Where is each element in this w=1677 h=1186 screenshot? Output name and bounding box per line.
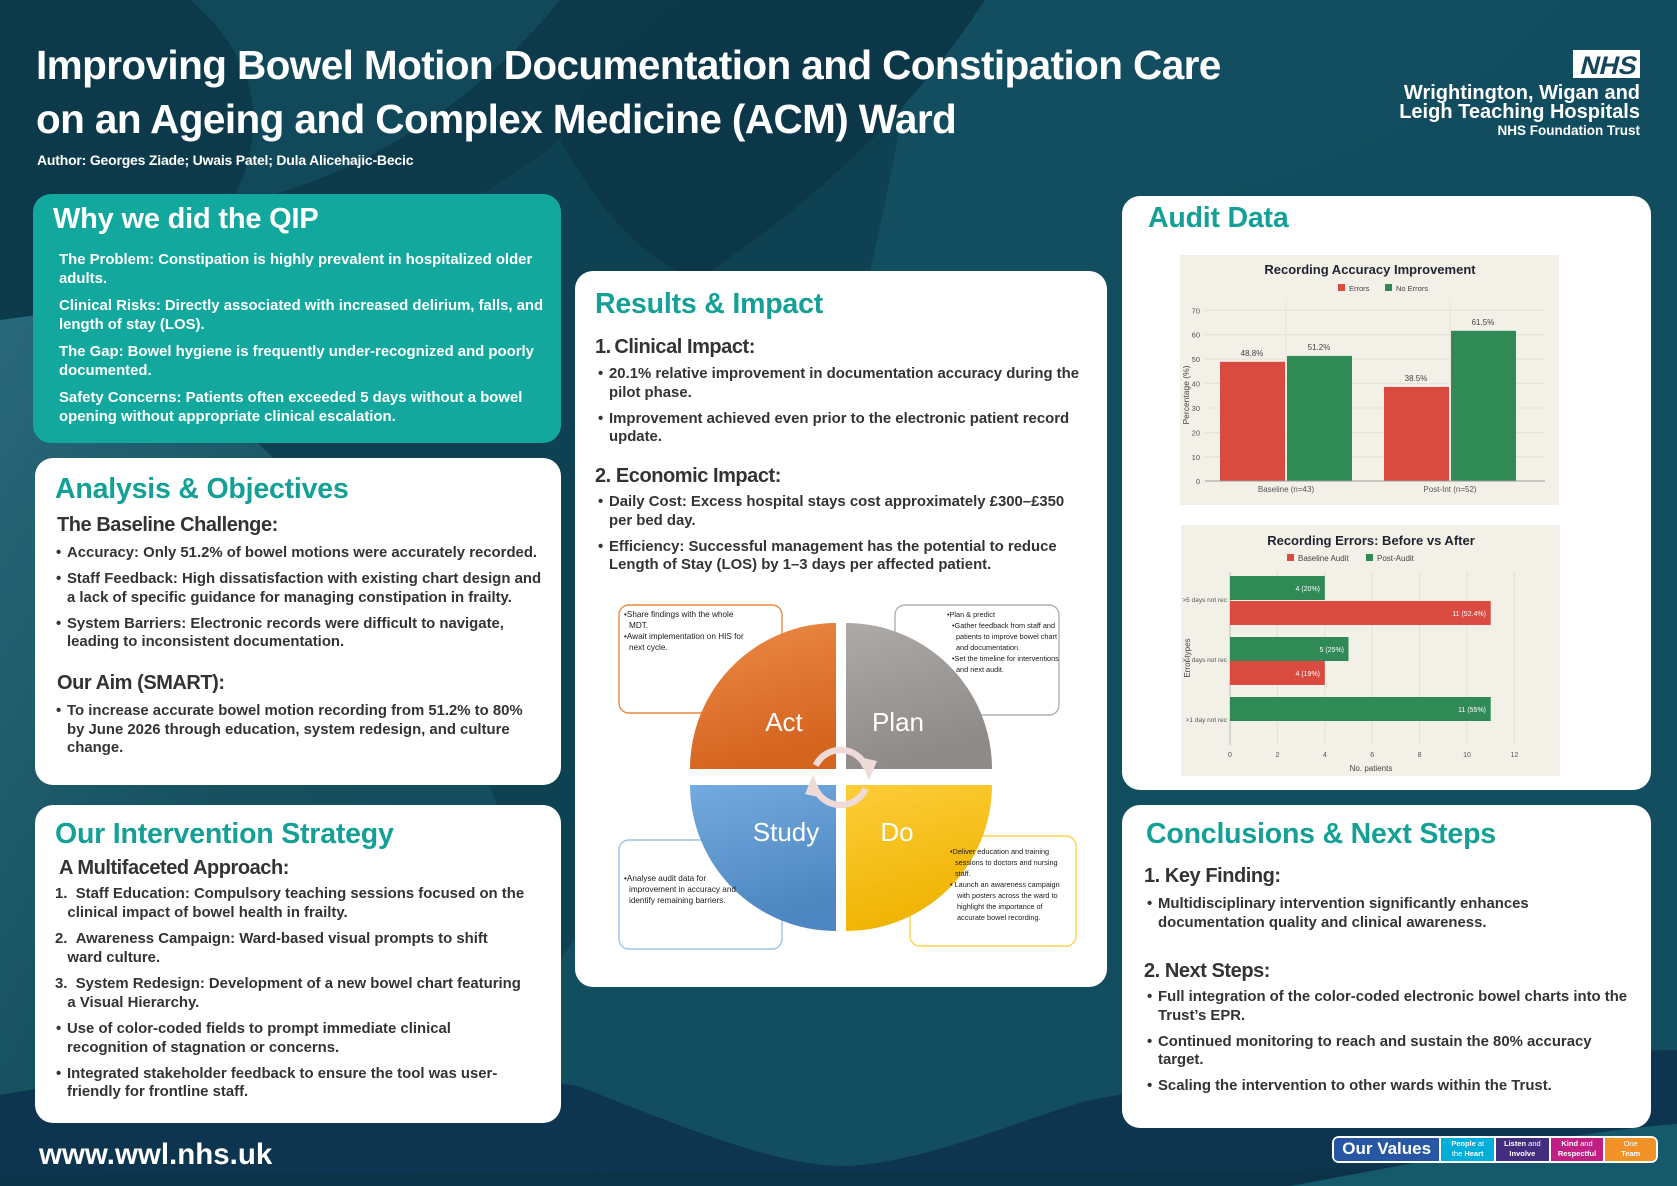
svg-text:Act: Act [765,707,803,737]
svg-text:Recording Accuracy Improvement: Recording Accuracy Improvement [1264,262,1476,277]
svg-text:5 (25%): 5 (25%) [1319,647,1344,654]
svg-text:50: 50 [1192,355,1200,364]
svg-text:NHS: NHS [1578,52,1640,78]
svg-text:next cycle.: next cycle. [629,643,668,652]
svg-text:No Errors: No Errors [1396,284,1428,293]
svg-text:Percentage (%): Percentage (%) [1181,365,1191,424]
svg-text:• Launch an awareness campaign: • Launch an awareness campaign [950,880,1060,889]
svg-text:Study: Study [753,817,820,847]
svg-text:12: 12 [1511,752,1519,759]
svg-text:38.5%: 38.5% [1405,374,1428,383]
svg-text:•Share findings with the whole: •Share findings with the whole [624,610,734,619]
svg-text:4 (20%): 4 (20%) [1295,586,1320,593]
svg-text:•Gather feedback from staff an: •Gather feedback from staff and [952,621,1055,630]
svg-text:>1 day not rec: >1 day not rec [1186,717,1228,724]
svg-text:0: 0 [1228,752,1232,759]
svg-text:51.2%: 51.2% [1308,343,1331,352]
svg-text:70: 70 [1192,306,1200,315]
svg-text:4: 4 [1323,752,1327,759]
svg-text:>5 days not rec: >5 days not rec [1182,597,1227,604]
svg-text:•Await implementation on HIS f: •Await implementation on HIS for [624,632,744,641]
svg-text:MDT.: MDT. [629,621,648,630]
svg-text:48.8%: 48.8% [1241,349,1264,358]
svg-text:•Set the timeline for interven: •Set the timeline for interventions [952,654,1059,663]
svg-text:6: 6 [1370,752,1374,759]
svg-text:10: 10 [1192,453,1200,462]
svg-text:Post-Audit: Post-Audit [1377,554,1415,563]
svg-text:2: 2 [1275,752,1279,759]
svg-text:11 (52.4%): 11 (52.4%) [1452,611,1486,618]
svg-text:0: 0 [1196,477,1200,486]
svg-text:Baseline Audit: Baseline Audit [1298,554,1349,563]
svg-text:Baseline (n=43): Baseline (n=43) [1258,485,1315,494]
svg-text:Errors: Errors [1349,284,1370,293]
svg-text:>3 days not rec: >3 days not rec [1182,657,1227,664]
svg-text:improvement in accuracy and: improvement in accuracy and [629,885,736,894]
svg-text:11 (55%): 11 (55%) [1458,707,1486,714]
svg-text:•Plan & predict: •Plan & predict [947,610,995,619]
svg-text:and documentation.: and documentation. [956,643,1020,652]
svg-text:60: 60 [1192,331,1200,340]
svg-text:highlight the importance of: highlight the importance of [957,902,1044,911]
svg-text:staff.: staff. [955,869,971,878]
svg-text:Do: Do [880,817,913,847]
svg-text:40: 40 [1192,380,1200,389]
svg-text:sessions to doctors and nursin: sessions to doctors and nursing [955,858,1058,867]
svg-text:8: 8 [1418,752,1422,759]
svg-text:•Deliver education and trainin: •Deliver education and training [950,847,1049,856]
svg-text:4 (19%): 4 (19%) [1295,671,1320,678]
svg-text:Error types: Error types [1183,638,1192,677]
svg-text:Recording Errors: Before vs Af: Recording Errors: Before vs After [1267,533,1475,548]
svg-text:61.5%: 61.5% [1472,318,1495,327]
svg-text:30: 30 [1192,404,1200,413]
svg-text:and next audit.: and next audit. [956,665,1004,674]
svg-text:20: 20 [1192,428,1200,437]
svg-text:patients to improve bowel char: patients to improve bowel chart [956,632,1057,641]
svg-text:Post-Int (n=52): Post-Int (n=52) [1423,485,1476,494]
svg-text:accurate bowel recording.: accurate bowel recording. [957,913,1041,922]
svg-text:No. patients: No. patients [1350,764,1393,773]
svg-text:Plan: Plan [872,707,924,737]
svg-text:with posters across the ward t: with posters across the ward to [956,891,1058,900]
svg-text:10: 10 [1463,752,1471,759]
svg-text:•Analyse audit data for: •Analyse audit data for [624,874,706,883]
svg-text:identify remaining barriers.: identify remaining barriers. [629,896,725,905]
